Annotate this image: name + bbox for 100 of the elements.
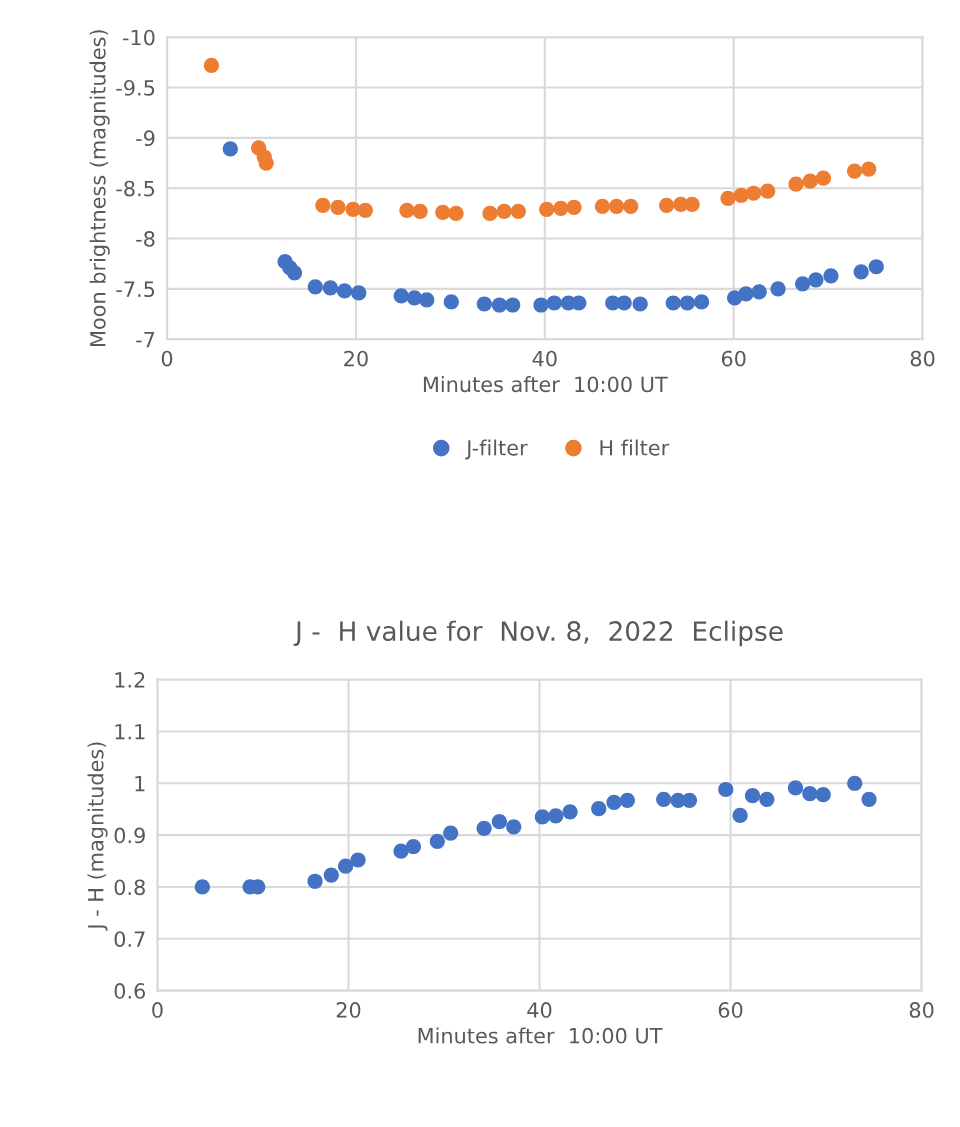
point <box>350 852 366 868</box>
point <box>399 202 415 218</box>
point <box>307 873 323 889</box>
legend-label: H filter <box>600 439 670 456</box>
legend-label: J-filter <box>465 439 528 460</box>
y-tick-label: -8.5 <box>116 180 155 197</box>
point <box>853 264 869 280</box>
x-tick-label: 80 <box>910 350 935 367</box>
x-axis-title: Minutes after 10:00 UT <box>418 1027 663 1044</box>
point <box>336 283 353 299</box>
point <box>823 268 839 284</box>
point <box>533 297 549 313</box>
y-tick-label: -10 <box>122 29 155 46</box>
point <box>553 200 569 216</box>
point <box>788 176 804 192</box>
point <box>476 296 492 312</box>
x-tick-label: 0 <box>161 350 173 367</box>
x-tick-label: 40 <box>527 1002 552 1018</box>
point <box>847 775 863 791</box>
point <box>393 843 409 859</box>
point <box>679 295 696 311</box>
x-tick-label: 60 <box>721 350 746 367</box>
y-tick-label: 1 <box>135 775 145 792</box>
point <box>448 205 464 221</box>
point <box>718 781 734 798</box>
y-tick-label: 0.6 <box>114 983 146 999</box>
y-tick-label: -7.5 <box>116 281 155 298</box>
point <box>846 163 863 179</box>
point <box>594 198 611 214</box>
x-tick-label: 20 <box>336 1002 361 1018</box>
point <box>616 295 632 311</box>
y-axis-title: Moon brightness (magnitudes) <box>89 30 110 346</box>
point <box>505 297 521 313</box>
point <box>693 294 710 310</box>
point <box>323 867 339 883</box>
point <box>482 205 498 221</box>
point <box>194 879 210 895</box>
point <box>815 787 831 803</box>
point <box>787 780 804 796</box>
point <box>412 203 428 219</box>
point <box>802 786 818 802</box>
x-tick-label: 20 <box>344 350 368 367</box>
point <box>619 792 636 808</box>
point <box>608 198 625 214</box>
point <box>659 197 675 213</box>
point <box>562 804 578 820</box>
y-tick-label: 0.9 <box>114 827 145 844</box>
point <box>744 788 761 804</box>
point <box>307 279 323 295</box>
point <box>808 272 824 288</box>
point <box>815 170 832 186</box>
point <box>548 808 564 824</box>
point <box>330 199 346 215</box>
point <box>286 265 303 281</box>
point <box>338 858 354 874</box>
x-axis-title: Minutes after 10:00 UT <box>423 376 668 393</box>
point <box>684 196 700 212</box>
chart-title: J - H value for Nov. 8, 2022 Eclipse <box>293 620 783 647</box>
point <box>760 183 776 199</box>
point <box>443 294 459 310</box>
point <box>606 794 622 811</box>
y-tick-label: 1.2 <box>115 672 145 688</box>
point <box>656 791 672 807</box>
point <box>591 801 607 817</box>
point <box>770 281 786 297</box>
x-tick-label: 0 <box>152 1002 163 1018</box>
point <box>435 204 451 220</box>
x-tick-label: 80 <box>909 1002 934 1018</box>
point <box>571 295 587 311</box>
point <box>429 833 445 849</box>
x-tick-label: 40 <box>532 350 557 367</box>
point <box>405 838 422 855</box>
point <box>315 197 331 213</box>
x-tick-label: 60 <box>718 1002 743 1018</box>
point <box>506 819 522 835</box>
point <box>868 259 884 275</box>
point <box>357 202 373 218</box>
point <box>443 825 459 841</box>
point <box>491 297 508 313</box>
point <box>732 807 748 824</box>
y-axis-title: J - H (magnitudes) <box>87 742 108 931</box>
point <box>322 280 339 296</box>
point <box>419 292 435 308</box>
y-tick-label: -8 <box>136 231 155 247</box>
y-tick-label: 1.1 <box>115 724 145 740</box>
point <box>720 190 736 206</box>
point <box>496 203 512 219</box>
y-tick-label: 0.8 <box>114 879 145 896</box>
point <box>491 814 508 830</box>
point <box>476 820 492 836</box>
point <box>802 173 818 189</box>
point <box>539 201 555 217</box>
y-tick-label: -9 <box>136 130 155 147</box>
point <box>665 295 681 311</box>
point <box>759 791 775 807</box>
point <box>546 295 562 311</box>
point <box>203 57 220 73</box>
point <box>534 809 550 825</box>
point <box>623 198 639 214</box>
point <box>861 161 877 177</box>
